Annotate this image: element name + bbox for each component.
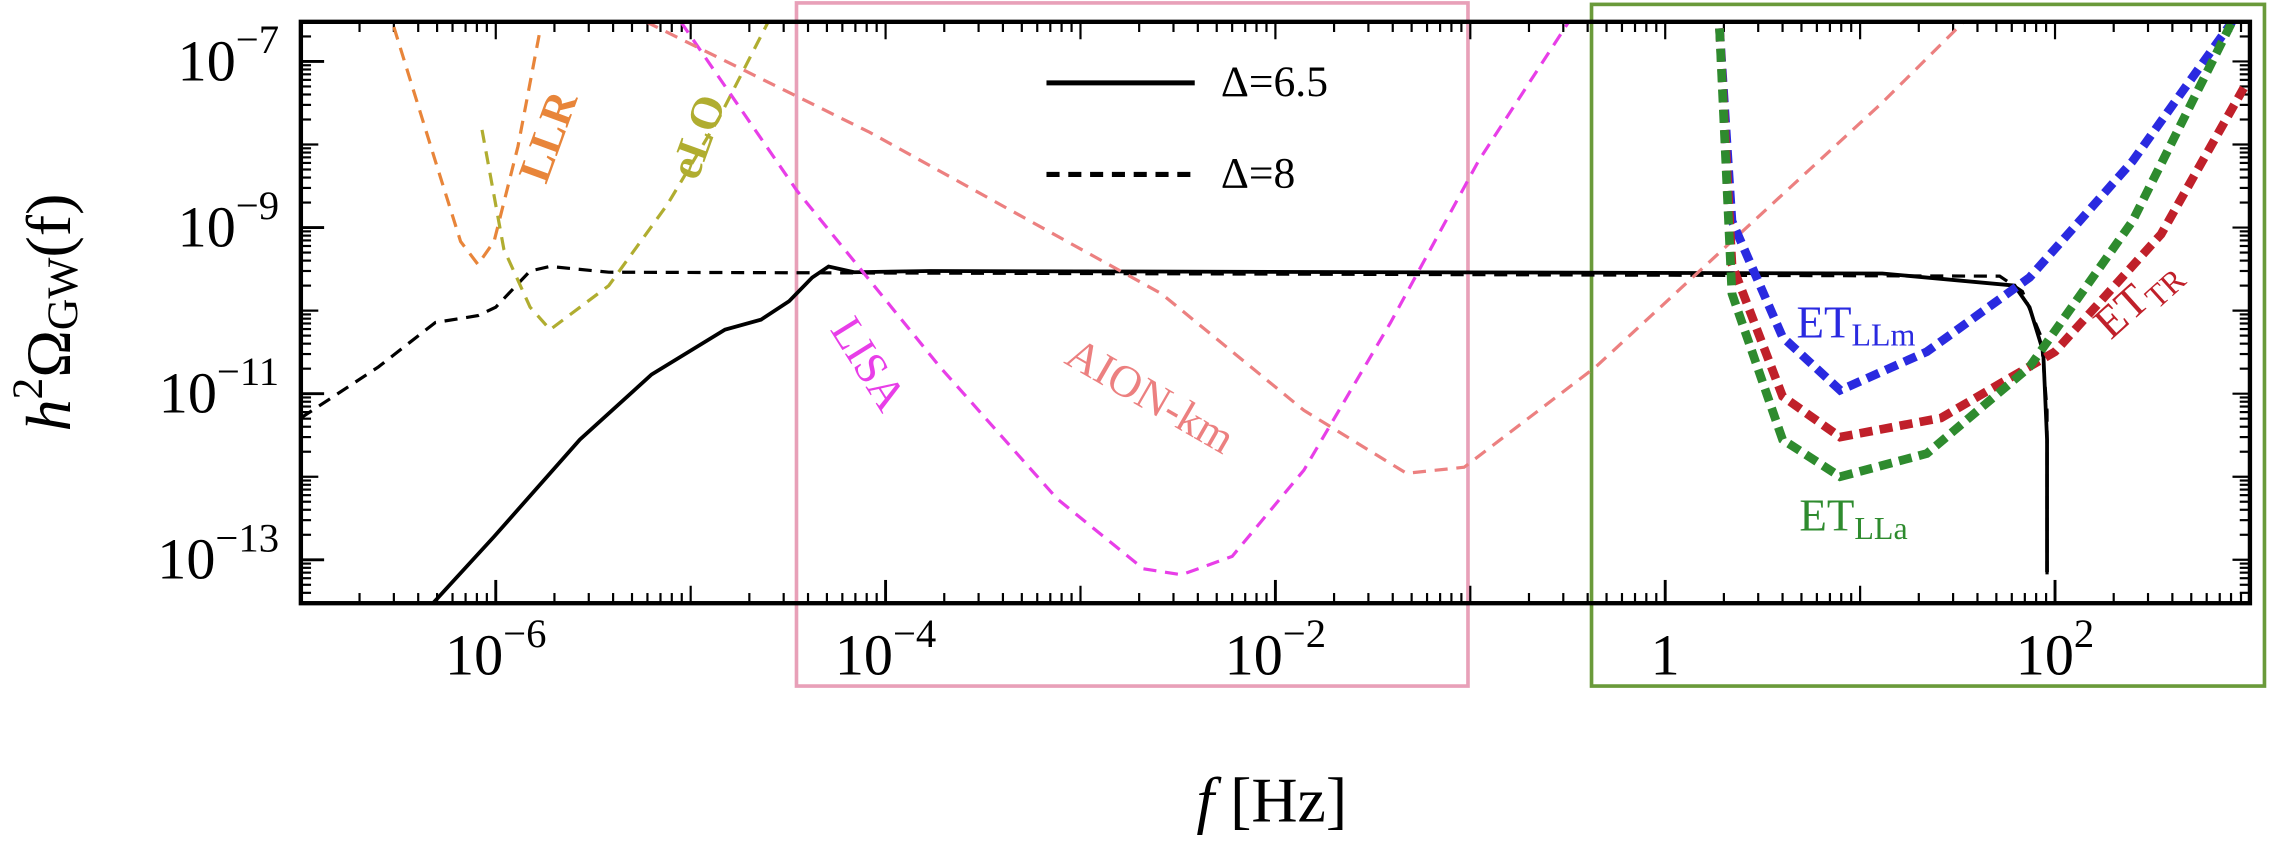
annotation: LLR bbox=[509, 84, 588, 189]
x-axis-label: f [Hz] bbox=[1196, 764, 1347, 835]
annotation: ETLLm bbox=[1796, 297, 1915, 353]
series-line bbox=[679, 21, 1571, 577]
legend-label: Δ=8 bbox=[1221, 149, 1295, 197]
y-tick-label: 10−7 bbox=[178, 17, 279, 93]
et-band-box bbox=[1589, 2, 2267, 688]
x-tick-label: 10−6 bbox=[445, 611, 546, 687]
series-line bbox=[1715, 28, 2248, 442]
annotation-subscript: TR bbox=[2139, 262, 2193, 316]
series-line bbox=[1715, 21, 2236, 482]
series-line bbox=[1715, 21, 2236, 396]
legend-label: Δ=6.5 bbox=[1221, 58, 1328, 106]
annotation: AION-km bbox=[1058, 328, 1243, 464]
series-line bbox=[480, 21, 770, 332]
series-line bbox=[392, 26, 543, 268]
y-tick-label: 10−9 bbox=[178, 183, 279, 259]
x-tick-label: 10−2 bbox=[1225, 611, 1326, 687]
y-tick-label: 10−11 bbox=[159, 350, 279, 426]
plot-frame bbox=[298, 19, 2253, 606]
annotation-subscript: LLm bbox=[1852, 318, 1916, 353]
series-line bbox=[430, 264, 2049, 604]
y-tick-label: 10−13 bbox=[157, 516, 279, 592]
annotation-subscript: LLa bbox=[1854, 511, 1907, 546]
lisa-band-box bbox=[794, 1, 1470, 688]
annotation: ETLLa bbox=[1799, 491, 1907, 547]
y-axis-label: h2ΩGW(f) bbox=[4, 194, 87, 432]
x-tick-label: 1 bbox=[1651, 623, 1680, 688]
annotation: LISA bbox=[821, 308, 917, 420]
x-tick-label: 10−4 bbox=[835, 611, 936, 687]
x-tick-label: 102 bbox=[2016, 611, 2094, 687]
minor-ticks bbox=[299, 20, 2250, 605]
series-line bbox=[645, 21, 1965, 475]
series-line bbox=[300, 264, 2049, 580]
annotation: eLO bbox=[660, 88, 736, 185]
